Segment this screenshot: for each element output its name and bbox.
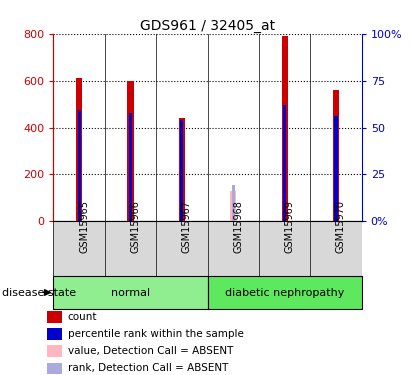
Text: GSM15970: GSM15970 [336,200,346,253]
Bar [333,90,339,221]
Bar [208,276,362,309]
Bar [47,363,62,374]
Text: GSM15967: GSM15967 [182,200,192,253]
Text: GSM15966: GSM15966 [130,200,141,253]
Text: disease state: disease state [2,288,76,297]
Bar [335,116,337,221]
Text: percentile rank within the sample: percentile rank within the sample [68,329,244,339]
Bar [180,120,183,221]
Bar [76,78,82,221]
Text: value, Detection Call = ABSENT: value, Detection Call = ABSENT [68,346,233,356]
Bar [282,36,288,221]
Text: GSM15969: GSM15969 [284,200,295,253]
Bar [129,113,132,221]
Bar [47,328,62,340]
Title: GDS961 / 32405_at: GDS961 / 32405_at [140,19,275,33]
Text: count: count [68,312,97,322]
Bar [78,110,81,221]
Text: GSM15965: GSM15965 [79,200,89,253]
Bar [47,345,62,357]
Bar [47,311,62,323]
Text: rank, Detection Call = ABSENT: rank, Detection Call = ABSENT [68,363,228,374]
Bar [53,276,208,309]
Bar [179,118,185,221]
Bar [230,191,236,221]
Bar [127,81,134,221]
Bar [232,185,235,221]
Text: normal: normal [111,288,150,297]
Bar [283,105,286,221]
Text: GSM15968: GSM15968 [233,200,243,253]
Text: diabetic nephropathy: diabetic nephropathy [225,288,344,297]
